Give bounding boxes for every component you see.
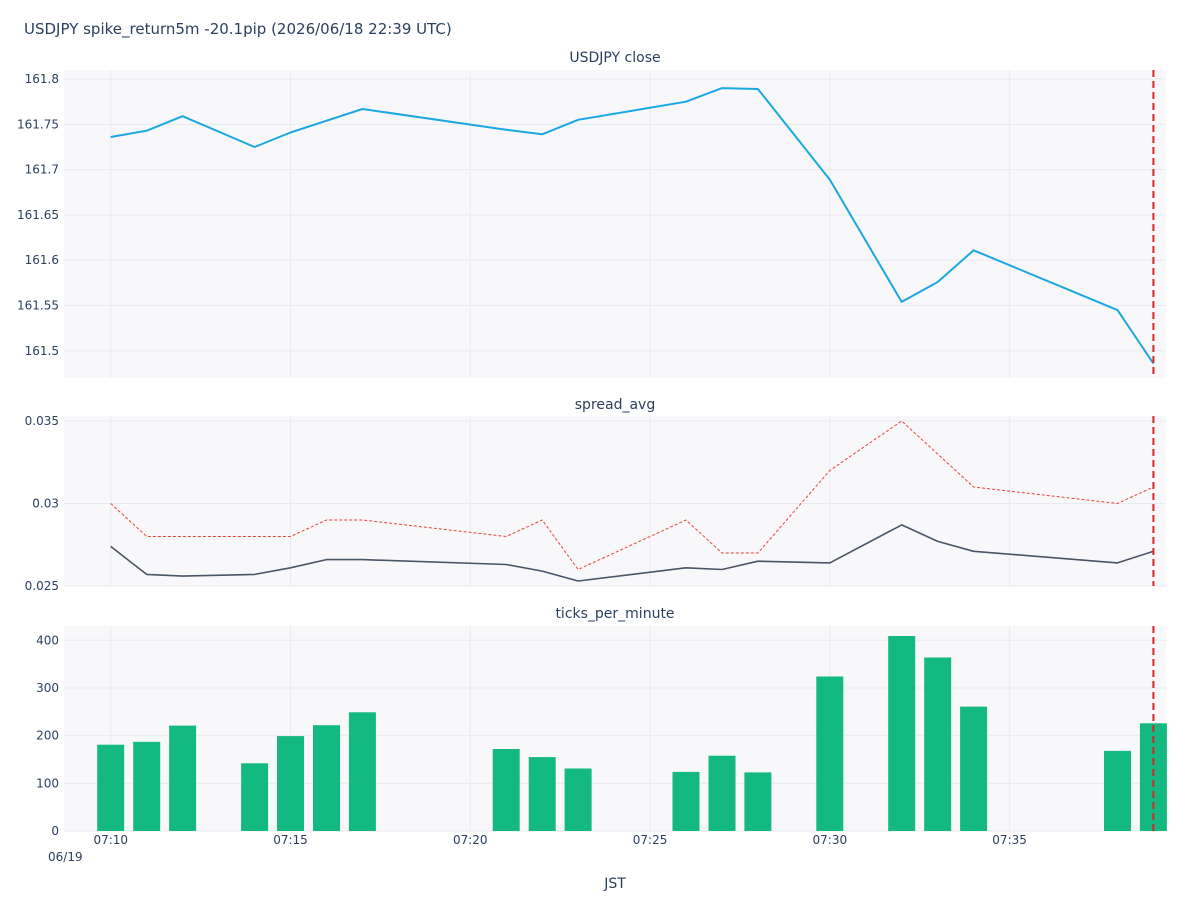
y-tick-label: 400 bbox=[36, 633, 59, 647]
x-tick-label: 07:20 bbox=[453, 833, 488, 847]
y-tick-label: 0.025 bbox=[25, 579, 59, 593]
close-plot-area bbox=[64, 70, 1166, 378]
close-panel: USDJPY close 161.5 161.55 161.6 161.65 161.7… bbox=[17, 50, 1166, 378]
ticks-bar bbox=[960, 706, 988, 831]
x-tick-label: 07:15 bbox=[273, 833, 308, 847]
ticks-bar bbox=[492, 749, 520, 831]
spread-panel: spread_avg 0.025 0.03 0.035 bbox=[25, 397, 1166, 593]
ticks-panel-title: ticks_per_minute bbox=[555, 606, 674, 622]
ticks-bar bbox=[97, 744, 125, 831]
ticks-panel: ticks_per_minute 0 100 200 300 400 bbox=[36, 606, 1167, 838]
spread-max-line bbox=[110, 420, 1154, 570]
ticks-bar bbox=[924, 657, 952, 831]
close-line bbox=[110, 87, 1155, 365]
ticks-bar bbox=[169, 725, 197, 831]
y-tick-label: 161.7 bbox=[25, 163, 59, 177]
ticks-bar bbox=[277, 736, 304, 831]
ticks-bar bbox=[672, 771, 700, 831]
x-tick-label: 07:30 bbox=[813, 833, 848, 847]
y-tick-label: 161.75 bbox=[17, 117, 59, 131]
x-tick-label: 07:35 bbox=[992, 833, 1027, 847]
ticks-bar bbox=[1104, 750, 1131, 831]
y-tick-label: 300 bbox=[36, 681, 59, 695]
ticks-bar bbox=[816, 676, 844, 831]
y-tick-label: 161.65 bbox=[17, 208, 59, 222]
y-tick-label: 200 bbox=[36, 729, 59, 743]
x-tick-label: 07:10 bbox=[93, 833, 128, 847]
y-tick-label: 0.03 bbox=[32, 496, 59, 510]
ticks-bar bbox=[564, 768, 592, 831]
y-tick-label: 161.5 bbox=[25, 344, 59, 358]
ticks-bar bbox=[313, 725, 340, 831]
ticks-bar bbox=[241, 763, 269, 831]
y-tick-label: 161.8 bbox=[25, 72, 59, 86]
ticks-bar bbox=[888, 636, 916, 831]
y-tick-label: 100 bbox=[36, 776, 59, 790]
spread-plot-area bbox=[64, 416, 1166, 586]
y-tick-label: 0.035 bbox=[25, 414, 59, 428]
y-tick-label: 161.6 bbox=[25, 253, 59, 267]
y-tick-label: 0 bbox=[51, 824, 59, 838]
ticks-bar bbox=[744, 772, 772, 831]
y-tick-label: 161.55 bbox=[17, 299, 59, 313]
spread-panel-title: spread_avg bbox=[575, 397, 655, 413]
x-tick-label: 07:25 bbox=[633, 833, 668, 847]
ticks-bar bbox=[133, 741, 161, 831]
chart-title: USDJPY spike_return5m -20.1pip (2026/06/… bbox=[24, 20, 452, 39]
x-date-label: 06/19 bbox=[48, 850, 83, 864]
x-axis-label: JST bbox=[603, 876, 626, 892]
close-panel-title: USDJPY close bbox=[569, 50, 660, 66]
ticks-bar bbox=[348, 712, 376, 831]
spread-avg-line bbox=[110, 524, 1154, 582]
ticks-bar bbox=[708, 755, 736, 831]
ticks-plot-area bbox=[64, 626, 1166, 831]
ticks-bar bbox=[528, 757, 556, 831]
